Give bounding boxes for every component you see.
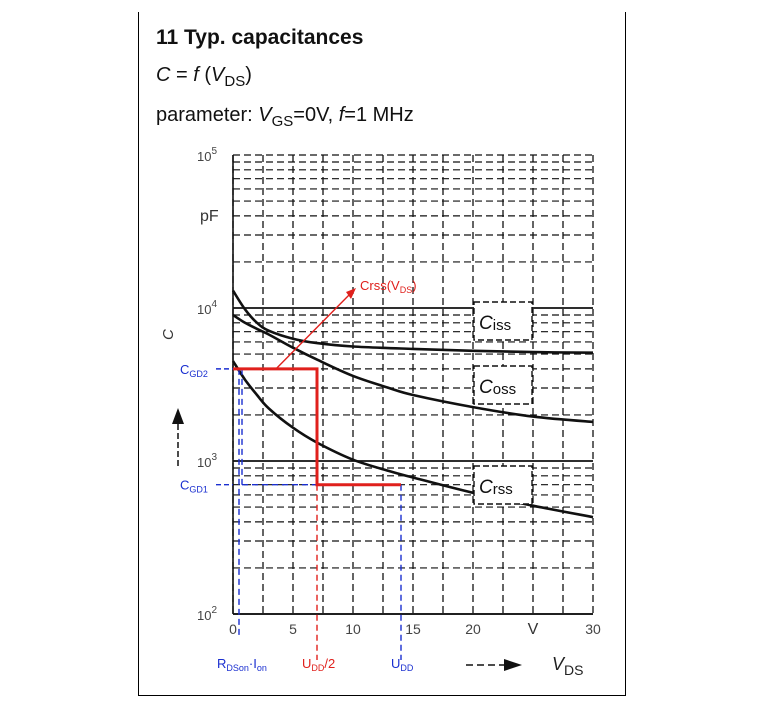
figure-frame	[138, 12, 626, 696]
udd-label: UDD	[391, 656, 414, 673]
x-axis-label: VDS	[552, 654, 583, 678]
x-tick-label: 5	[289, 621, 297, 637]
x-tick-label: 10	[345, 621, 361, 637]
series-coss-line	[232, 313, 594, 424]
chart-function: C = f (VDS)	[156, 64, 252, 90]
series-coss-label-box	[473, 365, 533, 405]
udd-half-label: UDD/2	[302, 656, 335, 673]
series-crss-label: Crss	[479, 477, 513, 498]
y-unit-label: pF	[200, 208, 219, 225]
grid	[232, 154, 594, 615]
x-tick-label: 15	[405, 621, 421, 637]
y-tick-label: 103	[197, 452, 217, 470]
cgd2-label: CGD2	[180, 362, 208, 379]
x-axis-arrow-head	[504, 659, 522, 671]
y-axis-label: C	[160, 329, 177, 340]
y-tick-label: 104	[197, 299, 217, 317]
series-crss-line	[231, 360, 594, 519]
y-tick-label: 105	[197, 146, 217, 164]
y-axis-arrow-head	[172, 408, 184, 424]
series-ciss-label: Ciss	[479, 313, 511, 334]
cgd1-label: CGD1	[180, 478, 208, 495]
crss-arrow-line	[275, 291, 353, 370]
cgd-step-profile	[233, 367, 401, 487]
x-tick-label: 20	[465, 621, 481, 637]
series-coss-label: Coss	[479, 377, 516, 398]
series-ciss-line	[231, 289, 594, 354]
crss-arrow-head	[346, 288, 356, 299]
y-tick-label: 102	[197, 605, 217, 623]
crss-annotation-label: Crss(VDS)	[360, 278, 417, 295]
chart-parameter: parameter: VGS=0V, f=1 MHz	[156, 104, 414, 130]
x-unit-label: V	[528, 621, 539, 638]
rdson-ion-label: RDSon·Ion	[217, 656, 267, 673]
series-ciss-label-box	[473, 301, 533, 341]
chart-title: 11 Typ. capacitances	[156, 26, 364, 49]
series-crss-label-box	[473, 465, 533, 505]
x-tick-label: 0	[229, 621, 237, 637]
x-tick-label: 30	[585, 621, 601, 637]
